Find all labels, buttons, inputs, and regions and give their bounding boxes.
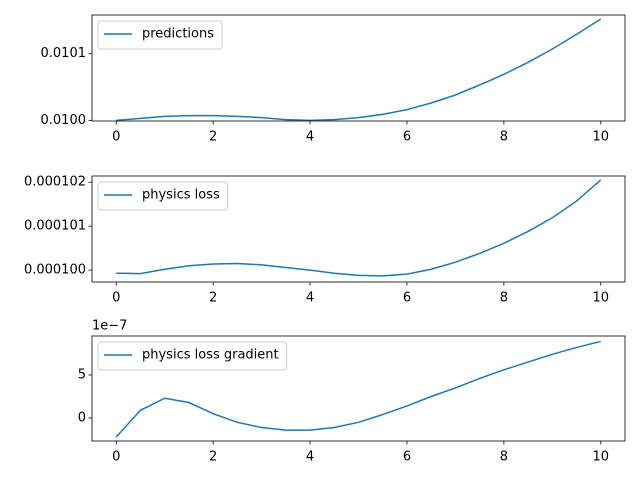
x-tick-label: 6 — [403, 291, 411, 306]
x-tick-label: 6 — [403, 130, 411, 145]
line — [116, 18, 602, 122]
x-tick-label: 8 — [500, 450, 508, 465]
line — [115, 340, 601, 438]
line — [116, 179, 602, 277]
offset-label: 1e−7 — [92, 319, 127, 334]
axes-frame — [91, 175, 626, 283]
legend-label: predictions — [142, 27, 214, 42]
x-tick-label: 0 — [112, 130, 120, 145]
x-tick-label: 10 — [592, 291, 609, 306]
axes-frame — [91, 14, 626, 122]
legend-box — [97, 20, 223, 50]
x-tick-label: 2 — [209, 130, 217, 145]
x-tick-label: 0 — [112, 450, 120, 465]
x-tick-label: 8 — [500, 130, 508, 145]
x-tick-label: 2 — [209, 450, 217, 465]
x-tick-label: 4 — [306, 130, 314, 145]
x-tick-label: 0 — [112, 291, 120, 306]
x-tick-label: 2 — [209, 291, 217, 306]
y-tick-label: 0.0101 — [41, 46, 87, 61]
x-tick-label: 4 — [306, 450, 314, 465]
axes-frame — [91, 335, 626, 442]
x-tick-label: 8 — [500, 291, 508, 306]
legend-box — [97, 181, 229, 211]
y-tick-label: 0.000101 — [24, 219, 86, 234]
legend-label: physics loss — [142, 188, 220, 203]
y-tick-label: 0.000102 — [24, 175, 86, 190]
y-tick-label: 0.0100 — [41, 113, 87, 128]
y-tick-label: 0 — [78, 411, 86, 426]
x-tick-label: 10 — [592, 450, 609, 465]
x-tick-label: 4 — [306, 291, 314, 306]
legend-box — [97, 341, 288, 371]
x-tick-label: 10 — [592, 130, 609, 145]
legend-label: physics loss gradient — [142, 348, 279, 363]
y-tick-label: 5 — [78, 367, 86, 382]
y-tick-label: 0.000100 — [24, 263, 86, 278]
x-tick-label: 6 — [403, 450, 411, 465]
